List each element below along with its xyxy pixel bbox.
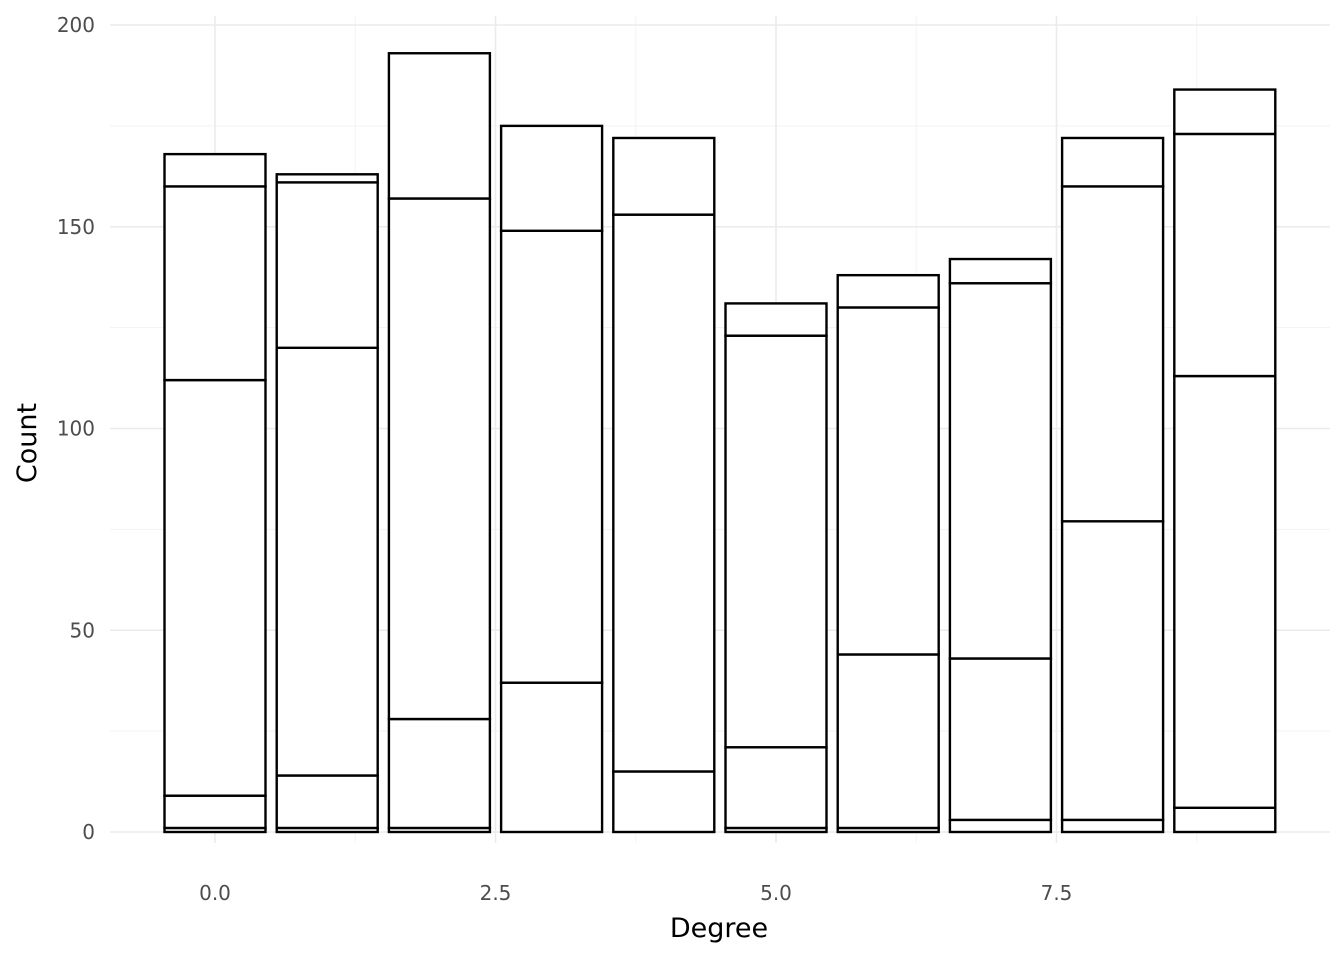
- y-tick-label: 0: [82, 820, 95, 844]
- bar-stack: [948, 257, 1053, 834]
- bar-stack: [1173, 88, 1277, 834]
- bar-segment: [836, 306, 940, 656]
- bar-segment: [499, 124, 604, 232]
- bar-segment: [163, 185, 267, 382]
- bar-segment: [163, 152, 267, 188]
- y-tick-label: 150: [57, 215, 95, 239]
- bar-segment: [612, 770, 716, 834]
- x-tick-label: 5.0: [760, 881, 792, 905]
- y-axis-title: Count: [12, 403, 43, 483]
- bar-segment: [387, 197, 492, 721]
- bar-segment: [948, 257, 1053, 285]
- bar-segment: [1060, 136, 1165, 188]
- y-tick-label: 100: [57, 417, 95, 441]
- bar-segment: [1060, 185, 1165, 523]
- bar-segment: [724, 302, 828, 337]
- bar-segment: [163, 378, 267, 797]
- bar-segment: [1173, 806, 1277, 834]
- x-axis-ticks: 0.0 2.5 5.0 7.5: [199, 881, 1072, 905]
- bar-segment: [836, 273, 940, 309]
- bar-segment: [612, 136, 716, 216]
- bars-layer: [163, 52, 1277, 834]
- bar-stack: [387, 52, 492, 834]
- bar-segment: [275, 774, 379, 830]
- bar-segment: [1060, 818, 1165, 834]
- bar-stack: [163, 152, 267, 834]
- y-tick-label: 200: [57, 13, 95, 37]
- bar-segment: [612, 213, 716, 773]
- bar-segment: [1173, 88, 1277, 136]
- bar-segment: [499, 681, 604, 834]
- bar-segment: [275, 346, 379, 777]
- bar-stack: [499, 124, 604, 834]
- bar-segment: [948, 818, 1053, 834]
- bar-stack: [836, 273, 940, 834]
- bar-segment: [1173, 132, 1277, 378]
- bar-stack: [1060, 136, 1165, 834]
- bar-segment: [387, 52, 492, 200]
- bar-segment: [499, 229, 604, 684]
- y-tick-label: 50: [70, 618, 95, 642]
- bar-segment: [724, 746, 828, 830]
- x-tick-label: 7.5: [1041, 881, 1073, 905]
- bar-segment: [1060, 520, 1165, 822]
- bar-segment: [948, 282, 1053, 660]
- bar-segment: [163, 794, 267, 830]
- bar-segment: [275, 173, 379, 184]
- x-axis-title: Degree: [670, 913, 768, 944]
- x-tick-label: 2.5: [480, 881, 512, 905]
- bar-segment: [1173, 374, 1277, 809]
- bar-segment: [724, 334, 828, 749]
- bar-segment: [275, 181, 379, 350]
- bar-segment: [387, 717, 492, 830]
- x-tick-label: 0.0: [199, 881, 231, 905]
- bar-stack: [724, 302, 828, 834]
- bar-segment: [948, 657, 1053, 822]
- bar-stack: [612, 136, 716, 834]
- bar-segment: [836, 653, 940, 830]
- bar-stack: [275, 173, 379, 834]
- y-axis-ticks: 0 50 100 150 200: [57, 13, 95, 844]
